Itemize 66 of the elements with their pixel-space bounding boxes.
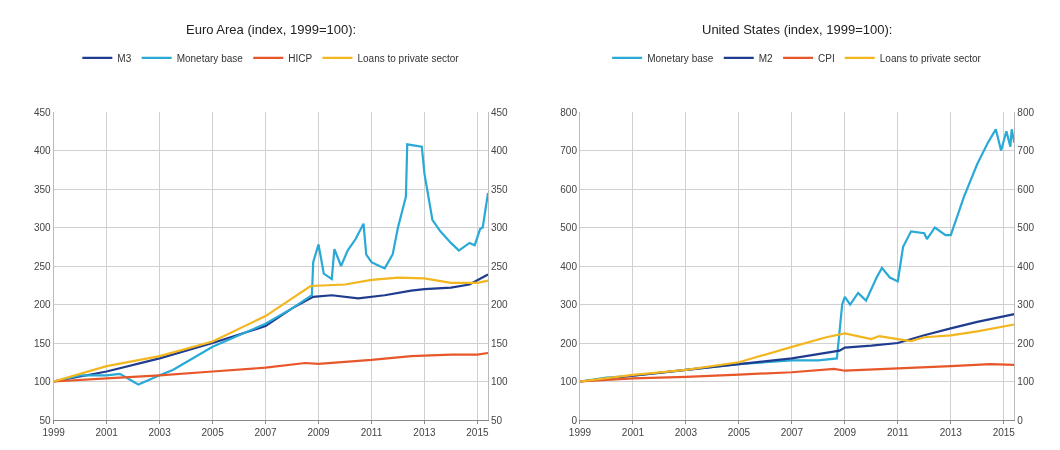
x-tick-label: 2007 xyxy=(780,427,804,438)
y-tick-label: 700 xyxy=(560,145,578,156)
chart-title: Euro Area (index, 1999=100): xyxy=(186,22,357,37)
x-tick-label: 2013 xyxy=(413,427,437,438)
x-tick-label: 2011 xyxy=(360,427,383,438)
x-tick-label: 2011 xyxy=(887,427,909,438)
x-tick-label: 2007 xyxy=(254,427,278,438)
line-series xyxy=(53,351,489,383)
y-tick-label: 500 xyxy=(560,222,578,233)
legend-label: M3 xyxy=(117,52,132,64)
y2-tick-label: 0 xyxy=(1017,414,1024,426)
x-tick-label: 1999 xyxy=(42,427,66,438)
x-tick-label: 2009 xyxy=(307,427,331,438)
x-tick-label: 2003 xyxy=(674,427,698,438)
x-tick-label: 2003 xyxy=(148,427,172,438)
x-tick-label: 2013 xyxy=(939,427,963,438)
x-tick-label: 2009 xyxy=(833,427,857,438)
legend-label: M2 xyxy=(758,52,774,64)
y2-tick-label: 500 xyxy=(1017,222,1035,233)
y2-tick-label: 150 xyxy=(491,337,509,349)
x-tick-label: 2001 xyxy=(95,427,119,438)
x-tick-label: 2005 xyxy=(201,427,225,438)
y-tick-label: 800 xyxy=(560,106,578,118)
legend-label: Loans to private sector xyxy=(357,52,460,64)
x-tick-label: 1999 xyxy=(568,427,592,438)
y-tick-label: 300 xyxy=(560,299,578,310)
y-tick-label: 350 xyxy=(33,183,52,195)
y-tick-label: 50 xyxy=(39,414,52,426)
y-tick-label: 0 xyxy=(571,414,578,426)
y2-tick-label: 250 xyxy=(491,260,509,272)
y2-tick-label: 600 xyxy=(1017,183,1035,195)
line-series xyxy=(579,363,1015,383)
x-tick-label: 2001 xyxy=(621,427,645,438)
legend-label: CPI xyxy=(818,52,835,64)
legend-label: HICP xyxy=(288,52,313,64)
y-tick-label: 100 xyxy=(33,376,52,387)
y2-tick-label: 300 xyxy=(1017,299,1035,310)
x-tick-label: 2015 xyxy=(466,427,489,438)
legend-label: Monetary base xyxy=(647,52,714,64)
y2-tick-label: 400 xyxy=(1017,260,1035,272)
y-tick-label: 600 xyxy=(560,183,578,195)
y-tick-label: 250 xyxy=(33,260,52,272)
y2-tick-label: 800 xyxy=(1017,106,1035,118)
y2-tick-label: 400 xyxy=(491,145,509,156)
x-tick-label: 2005 xyxy=(727,427,751,438)
y-tick-label: 400 xyxy=(560,260,578,272)
y-tick-label: 200 xyxy=(33,299,52,310)
y-tick-label: 450 xyxy=(33,106,52,118)
chart-title: United States (index, 1999=100): xyxy=(702,22,893,37)
y-tick-label: 400 xyxy=(33,145,52,156)
y-tick-label: 150 xyxy=(33,337,52,349)
y2-tick-label: 700 xyxy=(1017,145,1035,156)
y2-tick-label: 50 xyxy=(491,414,503,426)
y-tick-label: 100 xyxy=(560,376,578,387)
y2-tick-label: 450 xyxy=(491,106,509,118)
y2-tick-label: 350 xyxy=(491,183,509,195)
y2-tick-label: 200 xyxy=(1017,337,1035,349)
y2-tick-label: 100 xyxy=(491,376,509,387)
legend-label: Monetary base xyxy=(176,52,244,64)
y2-tick-label: 300 xyxy=(491,222,509,233)
legend-label: Loans to private sector xyxy=(879,52,982,64)
y2-tick-label: 200 xyxy=(491,299,509,310)
x-tick-label: 2015 xyxy=(992,427,1016,438)
y-tick-label: 300 xyxy=(33,222,52,233)
y-tick-label: 200 xyxy=(560,337,578,349)
y2-tick-label: 100 xyxy=(1017,376,1035,387)
